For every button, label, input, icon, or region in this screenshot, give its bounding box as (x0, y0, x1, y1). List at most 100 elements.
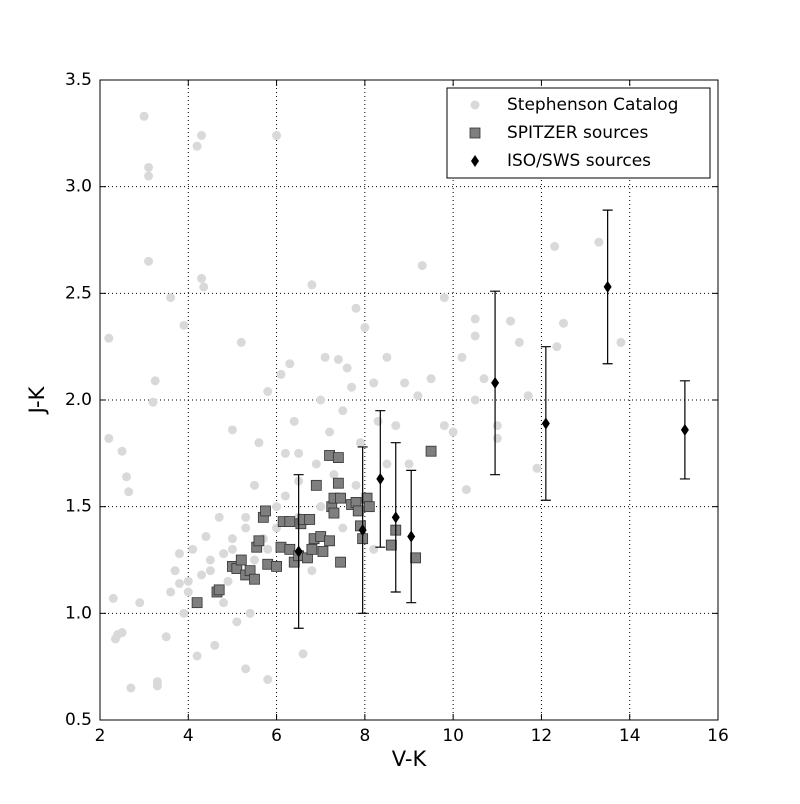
point (311, 459, 321, 469)
x-tick-label: 2 (95, 726, 106, 746)
point (310, 479, 322, 491)
point (439, 421, 449, 431)
point (426, 374, 436, 384)
point (199, 282, 209, 292)
point (241, 512, 251, 522)
point (250, 555, 259, 565)
point (559, 318, 568, 328)
y-tick-label: 3.0 (65, 177, 92, 197)
point (382, 352, 392, 362)
legend-label: ISO/SWS sources (507, 151, 651, 171)
point (144, 162, 154, 172)
point (541, 417, 550, 430)
point (506, 316, 516, 326)
point (373, 416, 383, 426)
point (183, 576, 193, 586)
point (205, 555, 215, 565)
point (355, 438, 365, 448)
point (351, 303, 361, 313)
point (470, 331, 480, 341)
point (307, 566, 317, 576)
point (254, 438, 264, 448)
point (110, 634, 120, 644)
point (271, 561, 282, 572)
point (250, 480, 259, 490)
point (272, 130, 282, 140)
x-tick-label: 16 (707, 726, 729, 746)
point (241, 664, 251, 674)
point (126, 683, 136, 693)
y-tick-label: 1.5 (65, 497, 92, 517)
point (150, 376, 160, 386)
legend-label: SPITZER sources (507, 123, 648, 143)
point (316, 502, 326, 512)
x-tick-label: 8 (359, 726, 370, 746)
point (333, 354, 343, 364)
point (104, 333, 114, 343)
point (680, 423, 689, 436)
point (223, 576, 233, 586)
point (263, 386, 273, 396)
point (410, 552, 422, 564)
point (188, 544, 198, 554)
x-tick-label: 4 (183, 726, 194, 746)
point (382, 459, 392, 469)
point (263, 544, 273, 554)
x-tick-label: 12 (531, 726, 553, 746)
y-axis-label: J-K (25, 385, 49, 415)
point (338, 406, 348, 416)
point (260, 505, 271, 517)
point (285, 359, 295, 369)
point (280, 448, 290, 458)
point (316, 395, 326, 405)
point (284, 543, 296, 555)
point (152, 681, 162, 691)
legend-marker (470, 100, 480, 110)
point (550, 241, 560, 251)
point (329, 470, 339, 480)
point (280, 491, 290, 501)
point (448, 427, 458, 437)
point (245, 608, 255, 618)
point (108, 593, 118, 603)
point (328, 507, 340, 519)
point (369, 544, 379, 554)
point (289, 416, 299, 426)
point (124, 487, 134, 497)
point (183, 587, 193, 597)
point (335, 492, 346, 504)
point (121, 472, 131, 482)
point (603, 280, 612, 293)
point (117, 446, 127, 456)
x-tick-label: 14 (619, 726, 641, 746)
point (191, 597, 203, 609)
point (457, 352, 467, 362)
point (404, 459, 414, 469)
point (470, 314, 480, 324)
point (385, 539, 397, 551)
point (210, 640, 220, 650)
point (253, 535, 265, 547)
point (325, 427, 335, 437)
point (552, 342, 562, 352)
point (307, 280, 317, 290)
point (523, 391, 533, 401)
point (161, 632, 171, 642)
point (358, 524, 367, 537)
point (219, 598, 229, 608)
point (407, 530, 416, 543)
point (166, 587, 176, 597)
point (205, 566, 215, 576)
point (144, 171, 154, 181)
point (235, 554, 247, 566)
point (232, 617, 242, 627)
point (363, 501, 375, 513)
point (391, 421, 401, 431)
point (201, 532, 211, 542)
point (347, 382, 357, 392)
point (439, 293, 449, 303)
point (332, 477, 344, 489)
y-tick-label: 2.0 (65, 390, 92, 410)
point (117, 628, 127, 638)
